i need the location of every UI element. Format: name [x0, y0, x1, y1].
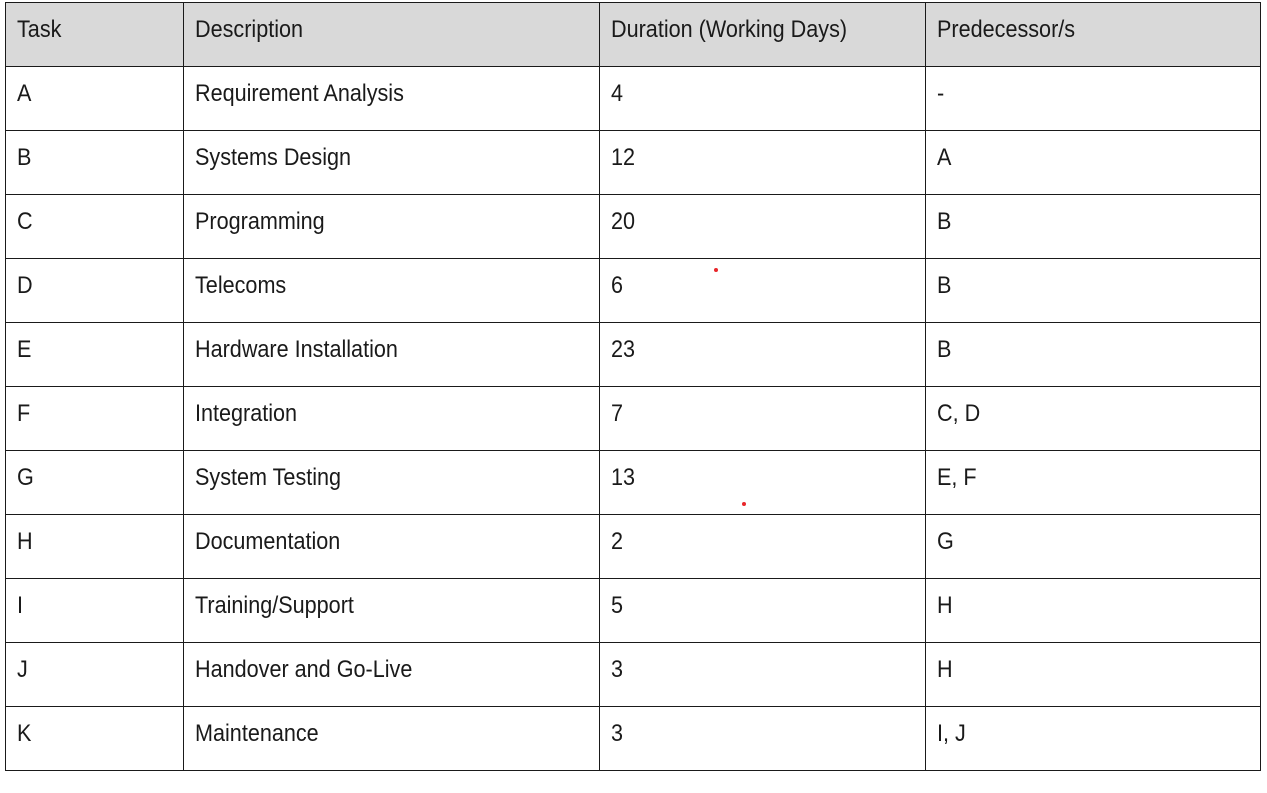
cell-duration: 12 [599, 130, 926, 195]
cell-description: Hardware Installation [183, 322, 600, 387]
red-marker-dot [742, 502, 746, 506]
cell-duration: 13 [599, 450, 926, 515]
table-row: I Training/Support 5 H [5, 578, 1261, 643]
cell-predecessors: E, F [925, 450, 1261, 515]
task-table: Task Description Duration (Working Days)… [5, 2, 1261, 771]
cell-duration: 3 [599, 642, 926, 707]
cell-predecessors: B [925, 322, 1261, 387]
cell-description: Documentation [183, 514, 600, 579]
header-description: Description [183, 2, 600, 67]
header-duration: Duration (Working Days) [599, 2, 926, 67]
cell-description: Handover and Go-Live [183, 642, 600, 707]
header-task: Task [5, 2, 184, 67]
cell-description: Training/Support [183, 578, 600, 643]
cell-task: K [5, 706, 184, 771]
cell-task: A [5, 66, 184, 131]
cell-predecessors: A [925, 130, 1261, 195]
table-row: D Telecoms 6 B [5, 258, 1261, 323]
cell-description: Maintenance [183, 706, 600, 771]
table-body: A Requirement Analysis 4- B Systems Design 12… [5, 66, 1261, 771]
cell-predecessors: C, D [925, 386, 1261, 451]
cell-description: Telecoms [183, 258, 600, 323]
cell-description: Systems Design [183, 130, 600, 195]
table-row: H Documentation 2 G [5, 514, 1261, 579]
cell-description: System Testing [183, 450, 600, 515]
cell-duration: 4 [599, 66, 926, 131]
cell-description: Requirement Analysis [183, 66, 600, 131]
table-row: F Integration 7 C, D [5, 386, 1261, 451]
cell-duration: 2 [599, 514, 926, 579]
cell-task: D [5, 258, 184, 323]
table-row: G System Testing 13 E, F [5, 450, 1261, 515]
table-row: A Requirement Analysis 4- [5, 66, 1261, 131]
cell-predecessors: H [925, 578, 1261, 643]
cell-duration: 5 [599, 578, 926, 643]
cell-duration: 20 [599, 194, 926, 259]
cell-duration: 7 [599, 386, 926, 451]
cell-description: Programming [183, 194, 600, 259]
table-row: K Maintenance 3 I, J [5, 706, 1261, 771]
cell-task: B [5, 130, 184, 195]
cell-predecessors: B [925, 258, 1261, 323]
cell-duration: 23 [599, 322, 926, 387]
cell-predecessors: H [925, 642, 1261, 707]
red-marker-dot [714, 268, 718, 272]
cell-predecessors: B [925, 194, 1261, 259]
cell-task: G [5, 450, 184, 515]
cell-predecessors: - [925, 66, 1261, 131]
table-row: C Programming 20 B [5, 194, 1261, 259]
table-row: E Hardware Installation 23 B [5, 322, 1261, 387]
cell-task: I [5, 578, 184, 643]
cell-task: C [5, 194, 184, 259]
header-predecessors: Predecessor/s [925, 2, 1261, 67]
cell-task: E [5, 322, 184, 387]
cell-task: H [5, 514, 184, 579]
table-row: J Handover and Go-Live 3 H [5, 642, 1261, 707]
table-header-row: Task Description Duration (Working Days)… [5, 2, 1261, 67]
table-row: B Systems Design 12 A [5, 130, 1261, 195]
cell-task: F [5, 386, 184, 451]
cell-predecessors: I, J [925, 706, 1261, 771]
cell-duration: 3 [599, 706, 926, 771]
cell-duration: 6 [599, 258, 926, 323]
cell-task: J [5, 642, 184, 707]
task-table-container: Task Description Duration (Working Days)… [5, 2, 1261, 771]
cell-predecessors: G [925, 514, 1261, 579]
cell-description: Integration [183, 386, 600, 451]
